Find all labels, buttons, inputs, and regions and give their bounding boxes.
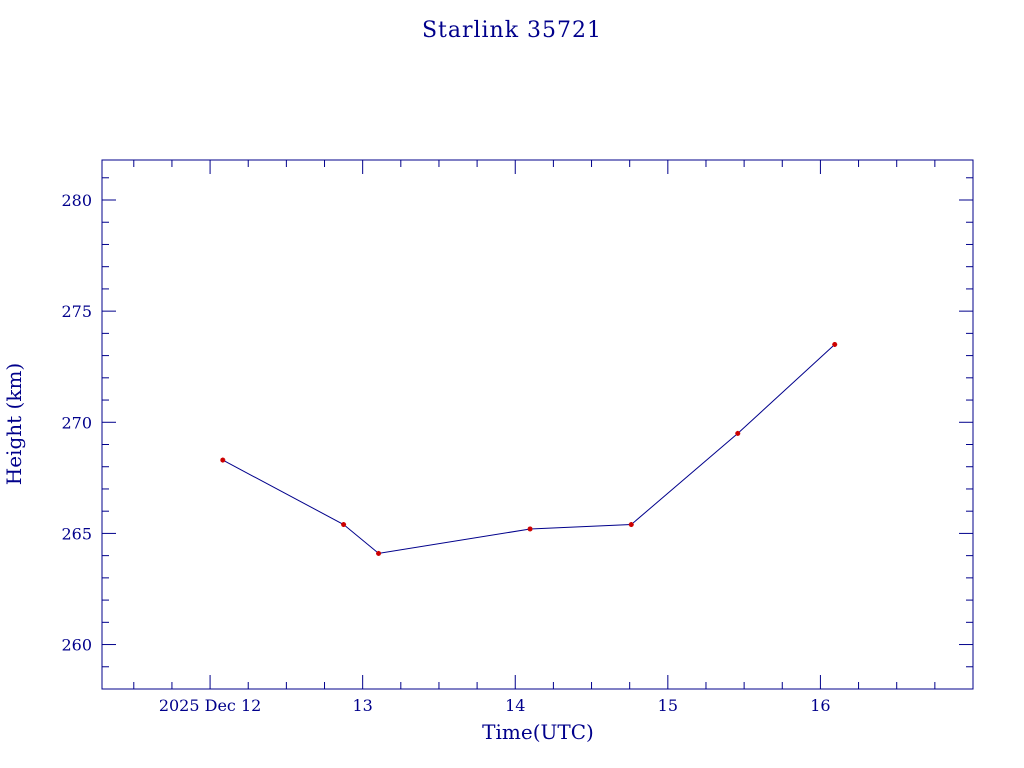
data-point <box>376 550 382 556</box>
x-axis-label: Time(UTC) <box>482 720 594 744</box>
tick-labels: 2025 Dec 12 13 14 15 16 260 265 270 275 280 <box>61 191 830 715</box>
data-point <box>341 522 347 528</box>
x-tick-label: 16 <box>810 696 830 715</box>
data-point <box>220 457 226 463</box>
series-line <box>222 344 836 554</box>
data-point <box>735 430 741 436</box>
chart-title: Starlink 35721 <box>422 18 602 43</box>
data-point <box>628 522 634 528</box>
y-tick-label: 260 <box>61 636 92 655</box>
series-markers <box>220 341 838 556</box>
data-point <box>527 526 533 532</box>
x-tick-label: 14 <box>505 696 525 715</box>
x-tick-label: 13 <box>352 696 372 715</box>
x-tick-label: 2025 Dec 12 <box>159 696 262 715</box>
axis-ticks <box>102 160 974 690</box>
y-tick-label: 265 <box>61 524 92 543</box>
y-tick-label: 270 <box>61 413 92 432</box>
x-tick-label: 15 <box>658 696 678 715</box>
y-tick-label: 275 <box>61 302 92 321</box>
y-axis-label: Height (km) <box>2 363 26 485</box>
y-tick-label: 280 <box>61 191 92 210</box>
plot-frame <box>101 159 974 690</box>
data-point <box>832 341 838 347</box>
